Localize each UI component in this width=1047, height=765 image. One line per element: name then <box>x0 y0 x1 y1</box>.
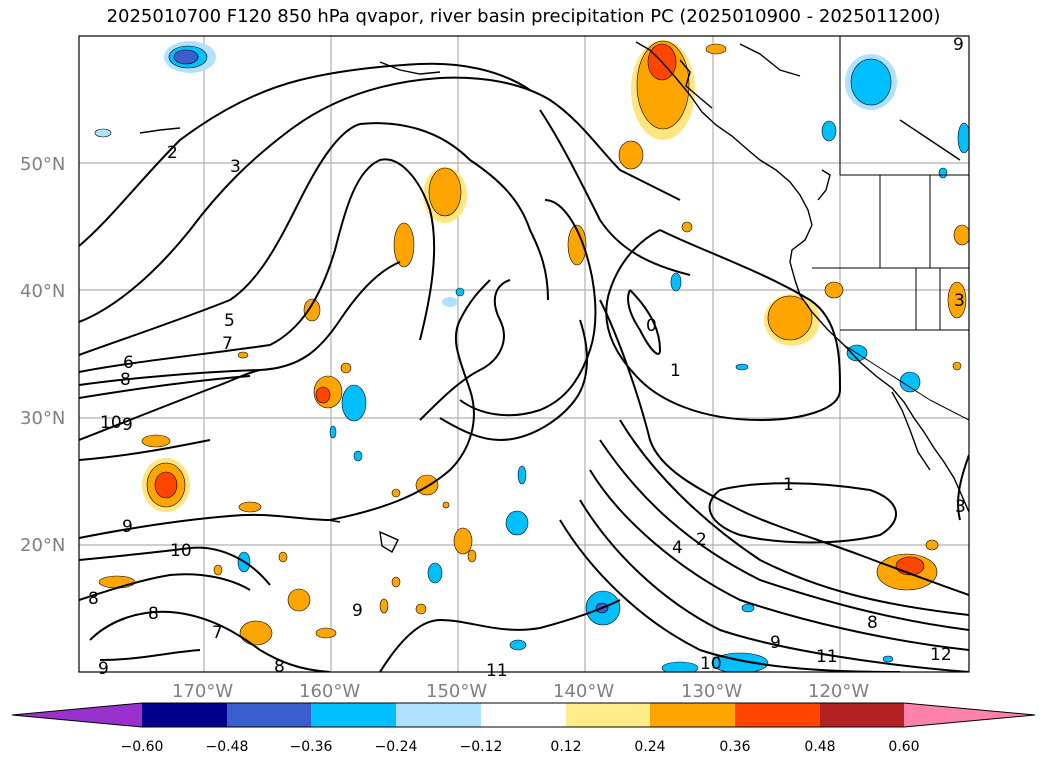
colorbar-segment <box>142 703 227 727</box>
contour-label: 8 <box>88 589 99 609</box>
lon-label: 160°W <box>299 681 360 700</box>
political-borders <box>812 36 969 421</box>
contour-label: 1 <box>670 361 681 381</box>
contour-label: 5 <box>224 311 235 331</box>
colorbar-segment <box>481 703 566 727</box>
longitude-labels: 170°W 160°W 150°W 140°W 130°W 120°W <box>172 681 869 700</box>
colorbar-segment <box>396 703 481 727</box>
colorbar-tick: −0.12 <box>460 739 503 755</box>
colorbar-extend-min <box>12 703 142 727</box>
lat-label: 40°N <box>20 281 65 302</box>
colorbar-extend-max <box>904 703 1035 727</box>
lat-label: 50°N <box>20 154 65 175</box>
contour-label: 2 <box>167 143 178 163</box>
contour-label: 8 <box>274 657 285 677</box>
colorbar-segment <box>311 703 396 727</box>
contour-label: 9 <box>352 601 363 621</box>
colorbar-segment <box>735 703 820 727</box>
colorbar-tick: 0.24 <box>634 739 665 755</box>
colorbar-segment <box>227 703 311 727</box>
contour-label: 10 <box>170 541 192 561</box>
contour-label: 10 <box>100 413 122 433</box>
precip-pc-fill <box>94 40 969 672</box>
lat-label: 30°N <box>20 408 65 429</box>
contour-label: 3 <box>954 291 965 311</box>
contour-label: 3 <box>230 157 241 177</box>
colorbar-tick: −0.48 <box>206 739 249 755</box>
qvapor-contours <box>79 62 969 672</box>
contour-labels: 2 3 5 7 6 8 10 9 9 10 8 8 7 8 9 0 1 1 4 … <box>88 35 966 681</box>
contour-label: 10 <box>700 654 722 674</box>
contour-label: 8 <box>867 613 878 633</box>
map-background <box>79 36 969 672</box>
contour-label: 3 <box>955 497 966 517</box>
colorbar-segment <box>650 703 735 727</box>
colorbar-tick: −0.24 <box>375 739 418 755</box>
colorbar-tick: 0.48 <box>804 739 835 755</box>
map-title: 2025010700 F120 850 hPa qvapor, river ba… <box>106 6 941 27</box>
contour-label: 0 <box>646 316 657 336</box>
colorbar-tick: 0.12 <box>550 739 581 755</box>
contour-label: 8 <box>148 604 159 624</box>
colorbar-segments <box>11 702 1036 728</box>
lon-label: 130°W <box>681 681 742 700</box>
lat-label: 20°N <box>20 535 65 556</box>
colorbar-tick: 0.60 <box>888 739 919 755</box>
colorbar-tick: −0.36 <box>290 739 333 755</box>
contour-label: 11 <box>486 661 508 681</box>
contour-label: 7 <box>222 334 233 354</box>
contour-label: 2 <box>696 530 707 550</box>
lon-label: 150°W <box>426 681 487 700</box>
colorbar-labels: −0.60 −0.48 −0.36 −0.24 −0.12 0.12 0.24 … <box>121 739 920 755</box>
lon-label: 120°W <box>808 681 869 700</box>
contour-label: 4 <box>672 538 683 558</box>
coastlines <box>139 41 969 553</box>
map-panel: 2 3 5 7 6 8 10 9 9 10 8 8 7 8 9 0 1 1 4 … <box>20 35 970 700</box>
colorbar-outline <box>11 702 1036 728</box>
contour-label: 9 <box>953 35 964 55</box>
contour-label: 9 <box>122 415 133 435</box>
contour-label: 9 <box>122 517 133 537</box>
contour-label: 12 <box>930 645 952 665</box>
map-frame <box>78 35 970 673</box>
lon-label: 170°W <box>172 681 233 700</box>
colorbar-segment <box>820 703 904 727</box>
contour-label: 9 <box>770 633 781 653</box>
contour-label: 11 <box>816 647 838 667</box>
colorbar-tick: 0.36 <box>719 739 750 755</box>
contour-label: 7 <box>212 623 223 643</box>
colorbar-segment <box>566 703 650 727</box>
contour-label: 6 <box>123 353 134 373</box>
lon-label: 140°W <box>553 681 614 700</box>
colorbar-tick: −0.60 <box>121 739 164 755</box>
latitude-labels: 50°N 40°N 30°N 20°N <box>20 154 65 556</box>
contour-label: 1 <box>783 475 794 495</box>
contour-label: 9 <box>98 659 109 679</box>
contour-label: 8 <box>120 370 131 390</box>
